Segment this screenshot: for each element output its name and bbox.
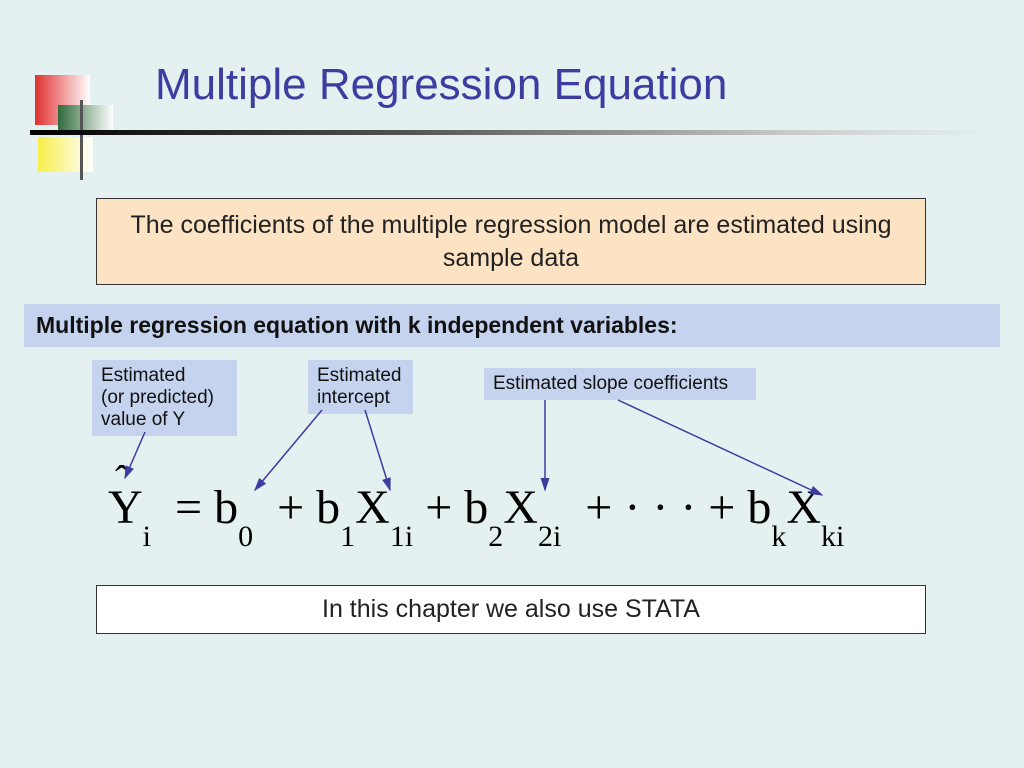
label-intercept: Estimatedintercept: [308, 360, 413, 414]
footer-box: In this chapter we also use STATA: [96, 585, 926, 634]
regression-equation: Yi = b0 + b1X1i + b2X2i + · · · + bkXki: [108, 480, 844, 542]
intro-box: The coefficients of the multiple regress…: [96, 198, 926, 285]
corner-vline: [80, 100, 83, 180]
label-slopes: Estimated slope coefficients: [484, 368, 756, 400]
divider-line: [30, 130, 990, 135]
equation-header: Multiple regression equation with k inde…: [24, 304, 1000, 347]
slide-title: Multiple Regression Equation: [155, 60, 727, 110]
label-y: Estimated(or predicted)value of Y: [92, 360, 237, 436]
